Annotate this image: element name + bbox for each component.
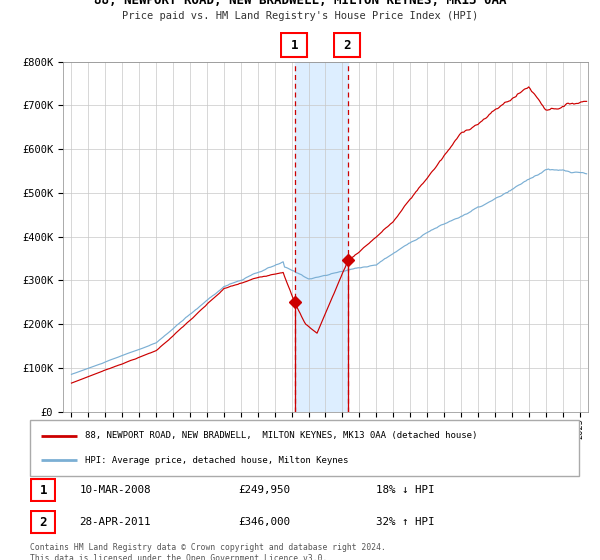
Bar [295, 62, 348, 412]
Text: HPI: Average price, detached house, Milton Keynes: HPI: Average price, detached house, Milt… [85, 456, 348, 465]
Text: 28-APR-2011: 28-APR-2011 [79, 517, 151, 528]
FancyBboxPatch shape [30, 420, 579, 476]
Text: 2: 2 [40, 516, 47, 529]
Text: 88, NEWPORT ROAD, NEW BRADWELL,  MILTON KEYNES, MK13 0AA (detached house): 88, NEWPORT ROAD, NEW BRADWELL, MILTON K… [85, 431, 477, 440]
Text: £346,000: £346,000 [239, 517, 290, 528]
Text: Price paid vs. HM Land Registry's House Price Index (HPI): Price paid vs. HM Land Registry's House … [122, 11, 478, 21]
Text: 1: 1 [290, 39, 298, 52]
Text: £249,950: £249,950 [239, 485, 290, 495]
Text: 32% ↑ HPI: 32% ↑ HPI [376, 517, 434, 528]
Text: 88, NEWPORT ROAD, NEW BRADWELL, MILTON KEYNES, MK13 0AA: 88, NEWPORT ROAD, NEW BRADWELL, MILTON K… [94, 0, 506, 7]
Text: 1: 1 [40, 484, 47, 497]
Text: 10-MAR-2008: 10-MAR-2008 [79, 485, 151, 495]
Text: 2: 2 [344, 39, 351, 52]
Text: 18% ↓ HPI: 18% ↓ HPI [376, 485, 434, 495]
Text: Contains HM Land Registry data © Crown copyright and database right 2024.
This d: Contains HM Land Registry data © Crown c… [30, 543, 386, 560]
